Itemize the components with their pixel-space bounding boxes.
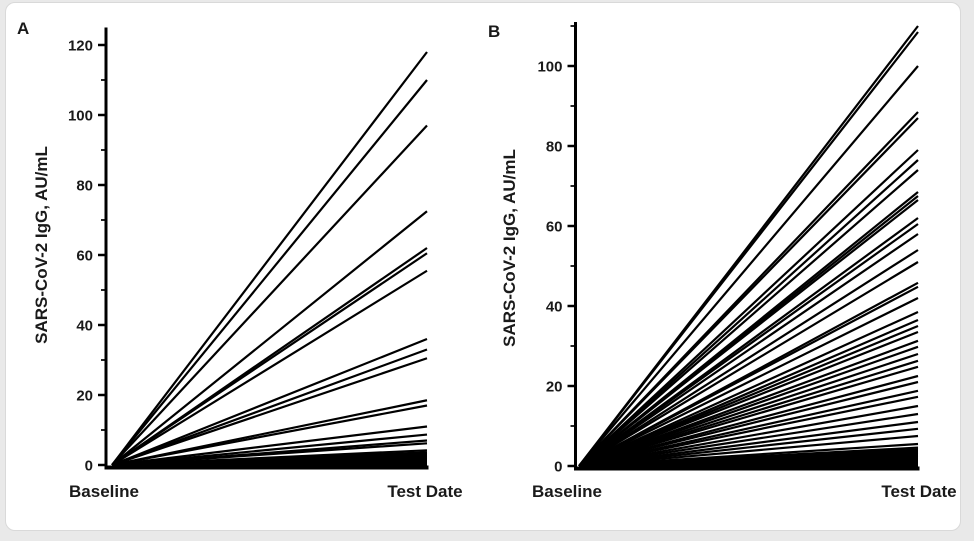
- trend-line: [578, 117, 919, 467]
- panel-a-chart: A SARS-CoV-2 IgG, AU/mL 0 20 40 60 80 100 120 Bas…: [17, 19, 463, 501]
- y-axis-title: SARS-CoV-2 IgG, AU/mL: [500, 149, 519, 347]
- y-tick-label: 80: [546, 139, 563, 156]
- figure-card: [5, 2, 961, 531]
- y-tick-label: 0: [85, 458, 93, 475]
- trend-line: [578, 297, 919, 467]
- y-tick-label: 0: [554, 459, 562, 476]
- y-tick-label: 20: [76, 388, 93, 405]
- trend-line: [578, 412, 919, 468]
- trend-line: [578, 31, 919, 467]
- trend-line: [578, 149, 919, 467]
- y-tick-label: 100: [68, 108, 93, 125]
- y-tick-label: 20: [546, 379, 563, 396]
- trend-line: [111, 79, 428, 466]
- trend-line: [578, 261, 919, 467]
- trend-line: [578, 199, 919, 467]
- x-label-baseline: Baseline: [532, 482, 602, 501]
- trend-line: [111, 337, 428, 467]
- trend-line: [578, 223, 919, 467]
- trend-line: [111, 252, 428, 466]
- trend-line: [578, 310, 919, 468]
- trend-line: [111, 51, 428, 466]
- y-tick-label: 100: [537, 59, 562, 76]
- y-axis-title: SARS-CoV-2 IgG, AU/mL: [32, 146, 51, 344]
- panel-b-chart: B SARS-CoV-2 IgG, AU/mL 0 20 40 60 80 100 Baseli…: [488, 22, 957, 501]
- trend-line: [111, 269, 428, 466]
- trend-line: [578, 434, 919, 468]
- trend-line: [578, 365, 919, 468]
- trend-line: [578, 233, 919, 467]
- trend-line: [111, 348, 428, 467]
- trend-line: [578, 159, 919, 467]
- trend-line: [578, 404, 919, 468]
- trend-line: [578, 330, 919, 468]
- trend-line: [578, 169, 919, 467]
- trend-line: [578, 285, 919, 467]
- trend-line: [111, 210, 428, 466]
- y-tick-label: 60: [76, 248, 93, 265]
- panel-label: B: [488, 22, 500, 41]
- trend-line: [111, 442, 428, 467]
- y-tick-label: 40: [76, 318, 93, 335]
- y-tick-label: 120: [68, 38, 93, 55]
- trend-line: [578, 345, 919, 468]
- x-label-test-date: Test Date: [387, 482, 462, 501]
- trend-line: [111, 425, 428, 467]
- trend-line: [578, 427, 919, 468]
- trend-line: [111, 357, 428, 467]
- trend-line: [578, 249, 919, 467]
- trend-line: [578, 380, 919, 468]
- trend-line: [578, 65, 919, 467]
- y-tick-label: 80: [76, 178, 93, 195]
- y-tick-label: 40: [546, 299, 563, 316]
- panel-label: A: [17, 19, 29, 38]
- trend-line: [111, 463, 428, 467]
- trend-line: [578, 420, 919, 468]
- trend-line: [111, 404, 428, 467]
- y-tick-label: 60: [546, 219, 563, 236]
- x-label-test-date: Test Date: [881, 482, 956, 501]
- trend-line: [111, 124, 428, 466]
- x-label-baseline: Baseline: [69, 482, 139, 501]
- trend-line: [578, 395, 919, 468]
